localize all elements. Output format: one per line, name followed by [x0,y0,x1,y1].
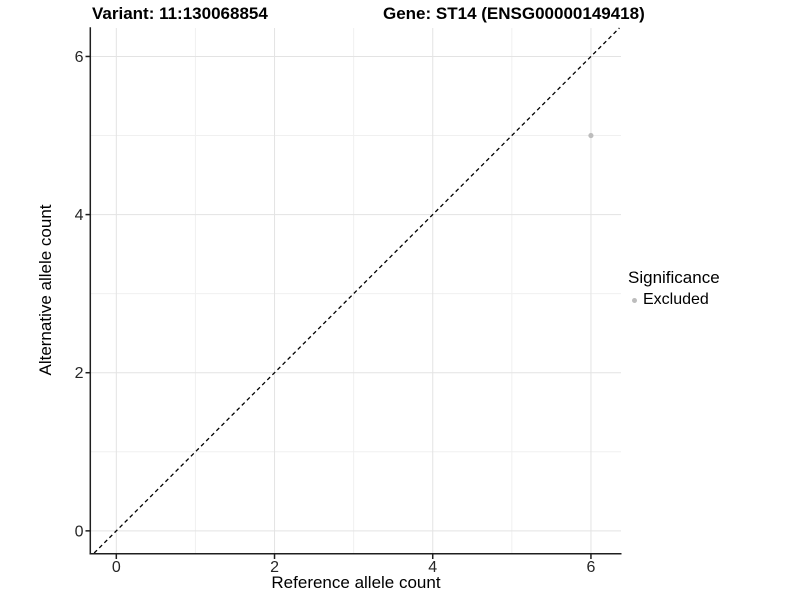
data-point-excluded-0 [588,132,594,139]
plot-title-gene: Gene: ST14 (ENSG00000149418) [383,4,645,23]
x-tick-label-2: 4 [428,559,437,576]
y-tick-label-2: 4 [75,207,84,224]
legend-entry-label: Excluded [643,291,709,308]
y-tick-label-0: 0 [75,523,84,540]
legend-entry-excluded: Excluded [628,291,720,309]
legend: Significance Excluded [628,268,720,309]
x-tick-label-3: 6 [586,559,595,576]
x-axis-title: Reference allele count [271,573,441,592]
y-tick-label-3: 6 [75,49,84,66]
legend-title: Significance [628,268,720,287]
legend-point-icon [632,297,637,303]
identity-dashed-line [93,27,620,554]
plot-title-variant: Variant: 11:130068854 [92,4,268,23]
y-axis-title: Alternative allele count [36,204,55,376]
y-tick-label-1: 2 [75,365,84,382]
x-tick-label-1: 2 [270,559,279,576]
x-tick-label-0: 0 [112,559,121,576]
